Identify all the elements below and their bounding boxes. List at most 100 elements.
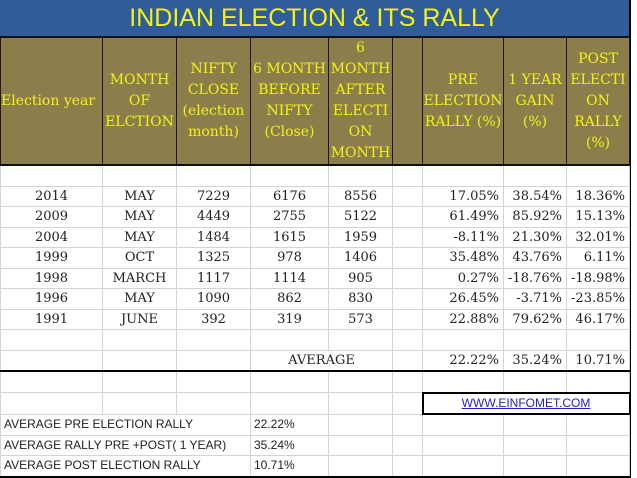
table-row: AVERAGE POST ELECTION RALLY 10.71% — [0, 455, 630, 478]
data-cell: 4449 — [176, 206, 251, 228]
empty-cell — [328, 413, 393, 436]
empty-cell — [392, 370, 423, 393]
empty-cell — [0, 370, 103, 393]
data-cell: 38.54% — [503, 185, 567, 207]
data-cell: 32.01% — [566, 226, 630, 248]
table-row: Election year MONTH OF ELCTION NIFTY CLOSE… — [0, 38, 630, 166]
empty-cell — [392, 247, 423, 269]
summary-label: AVERAGE RALLY PRE +POST( 1 YEAR) — [0, 434, 251, 456]
empty-cell — [566, 370, 630, 393]
empty-cell — [0, 349, 103, 372]
empty-cell — [392, 434, 423, 456]
empty-cell — [0, 164, 103, 187]
empty-cell — [566, 329, 630, 351]
empty-cell — [176, 392, 251, 415]
sheet-title: INDIAN ELECTION & ITS RALLY — [0, 0, 629, 38]
empty-cell — [422, 370, 504, 393]
empty-cell — [503, 370, 567, 393]
data-cell: 6.11% — [566, 247, 630, 269]
data-cell: 1999 — [0, 247, 103, 269]
website-link[interactable]: WWW.EINFOMET.COM — [421, 391, 631, 415]
data-cell: 46.17% — [566, 308, 630, 330]
data-cell: 2755 — [250, 206, 329, 228]
table-row: 1991 JUNE 392 319 573 22.88% 79.62% 46.17% — [0, 308, 630, 330]
data-cell: 319 — [250, 308, 329, 330]
empty-cell — [422, 413, 504, 436]
data-cell: 43.76% — [503, 247, 567, 269]
data-cell: 573 — [328, 308, 393, 330]
empty-cell — [328, 329, 393, 351]
data-cell: 0.27% — [422, 267, 504, 289]
summary-value: 35.24% — [250, 434, 329, 456]
average-label: AVERAGE — [250, 349, 393, 372]
data-cell: 830 — [328, 288, 393, 310]
empty-cell — [392, 455, 423, 478]
summary-value: 10.71% — [250, 455, 329, 478]
empty-cell — [102, 329, 177, 351]
empty-cell — [422, 164, 504, 187]
data-cell: 8556 — [328, 185, 393, 207]
column-header: PRE ELECTION RALLY (%) — [422, 38, 504, 166]
empty-cell — [392, 164, 423, 187]
column-header: NIFTY CLOSE (election month) — [176, 38, 251, 166]
data-cell: MAY — [102, 206, 177, 228]
data-cell: MAY — [102, 288, 177, 310]
empty-cell — [503, 455, 567, 478]
empty-cell — [566, 164, 630, 187]
empty-cell — [250, 392, 329, 415]
empty-cell — [0, 392, 103, 415]
empty-cell — [176, 329, 251, 351]
data-cell: 2014 — [0, 185, 103, 207]
empty-cell — [392, 206, 423, 228]
empty-cell — [250, 329, 329, 351]
data-cell: JUNE — [102, 308, 177, 330]
table-row: 1996 MAY 1090 862 830 26.45% -3.71% -23.85% — [0, 288, 630, 310]
empty-cell — [422, 329, 504, 351]
data-cell: 6176 — [250, 185, 329, 207]
data-cell: -18.98% — [566, 267, 630, 289]
column-header: MONTH OF ELCTION — [102, 38, 177, 166]
table-row: AVERAGE PRE ELECTION RALLY 22.22% — [0, 413, 630, 436]
average-post: 10.71% — [566, 349, 630, 372]
data-cell: 2009 — [0, 206, 103, 228]
table-row: 1998 MARCH 1117 1114 905 0.27% -18.76% -18.98% — [0, 267, 630, 289]
data-cell: 21.30% — [503, 226, 567, 248]
data-cell: 18.36% — [566, 185, 630, 207]
data-cell: 1090 — [176, 288, 251, 310]
column-header: 6 MONTH AFTER ELECTI ON MONTH — [328, 38, 393, 166]
table-row: 2014 MAY 7229 6176 8556 17.05% 38.54% 18.36% — [0, 185, 630, 207]
data-cell: 1996 — [0, 288, 103, 310]
table-row: AVERAGE RALLY PRE +POST( 1 YEAR) 35.24% — [0, 434, 630, 456]
column-header — [392, 38, 423, 166]
data-cell: MAY — [102, 185, 177, 207]
data-cell: 1615 — [250, 226, 329, 248]
data-cell: 7229 — [176, 185, 251, 207]
data-cell: -8.11% — [422, 226, 504, 248]
empty-cell — [503, 434, 567, 456]
empty-cell — [422, 455, 504, 478]
data-cell: 1406 — [328, 247, 393, 269]
empty-cell — [250, 164, 329, 187]
empty-cell — [392, 413, 423, 436]
data-cell: MARCH — [102, 267, 177, 289]
empty-cell — [328, 164, 393, 187]
empty-cell — [392, 267, 423, 289]
table-row — [0, 370, 630, 393]
empty-cell — [392, 226, 423, 248]
table-row: AVERAGE 22.22% 35.24% 10.71% — [0, 349, 630, 372]
empty-cell — [503, 329, 567, 351]
column-header: 6 MONTH BEFORE NIFTY (Close) — [250, 38, 329, 166]
average-year: 35.24% — [503, 349, 567, 372]
column-header: POST ELECTI ON RALLY (%) — [566, 38, 630, 166]
empty-cell — [176, 349, 251, 372]
data-cell: 1325 — [176, 247, 251, 269]
empty-cell — [503, 413, 567, 436]
data-cell: 79.62% — [503, 308, 567, 330]
data-cell: 5122 — [328, 206, 393, 228]
column-header: Election year — [0, 38, 103, 166]
empty-cell — [422, 434, 504, 456]
empty-cell — [102, 164, 177, 187]
empty-cell — [328, 392, 393, 415]
data-cell: 1959 — [328, 226, 393, 248]
